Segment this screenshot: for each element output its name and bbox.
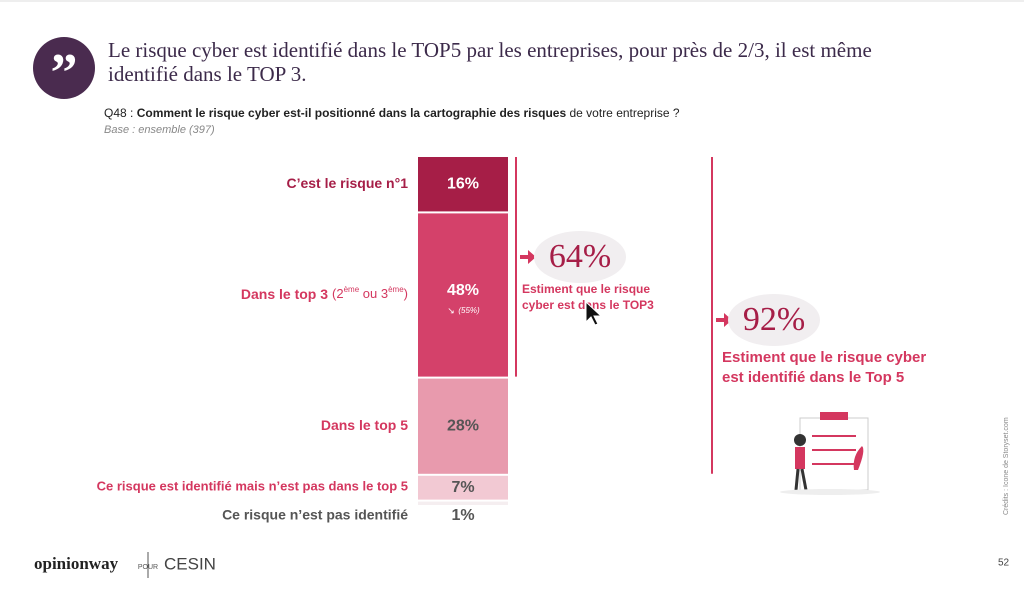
bar-segment xyxy=(418,378,508,474)
bracket-arrow xyxy=(716,313,732,327)
bracket-arrow xyxy=(520,250,536,264)
category-name: Dans le top 5 xyxy=(321,417,408,433)
annotation-value: 64% xyxy=(549,238,611,275)
category-name: C’est le risque n°1 xyxy=(286,175,408,191)
annotation-text: Estiment que le risque xyxy=(522,282,650,296)
highlight-blob xyxy=(534,231,626,283)
chart: 16% C’est le risque n°1 48% ↘ (55%) Dans le t… xyxy=(97,157,926,524)
value-label: 16% xyxy=(447,175,479,192)
category-label: Ce risque n’est pas identifié xyxy=(222,506,408,522)
clip xyxy=(820,412,848,420)
illustration xyxy=(780,412,880,495)
title-line: identifié dans le TOP 3. xyxy=(108,62,307,86)
category-name: Dans le top 3 xyxy=(241,286,328,302)
value-label: 48% xyxy=(447,282,479,299)
category-note: ème xyxy=(388,285,404,294)
title-line: Le risque cyber est identifié dans le TO… xyxy=(108,38,872,62)
category-note: ème xyxy=(344,285,360,294)
question-rest: de votre entreprise ? xyxy=(570,106,680,120)
quote-icon xyxy=(33,37,95,99)
category-label: Ce risque est identifié mais n’est pas d… xyxy=(97,479,408,494)
bar-segment xyxy=(418,501,508,505)
trend-label: (55%) xyxy=(458,306,480,315)
person-leg xyxy=(800,468,808,491)
person-head xyxy=(794,434,806,446)
category-note: ou 3 xyxy=(359,286,388,301)
bar-segment xyxy=(418,157,508,212)
question-bold: Comment le risque cyber est-il positionn… xyxy=(137,106,567,120)
plant xyxy=(853,446,864,470)
quote-mark: ” xyxy=(51,42,78,102)
credits: Crédits : Icone de Storyset.com xyxy=(1003,417,1010,515)
category-label: C’est le risque n°1 xyxy=(286,175,408,191)
pour: POUR xyxy=(138,564,158,571)
cursor xyxy=(585,300,603,326)
person-leg xyxy=(794,468,800,491)
value-label: 7% xyxy=(451,479,474,496)
question: Q48 : Comment le risque cyber est-il pos… xyxy=(104,106,680,120)
category-label: Dans le top 3 (2ème ou 3ème) xyxy=(241,285,408,302)
value-label: 28% xyxy=(447,417,479,434)
highlight-blob xyxy=(728,294,820,346)
base: Base : ensemble (397) xyxy=(104,124,215,136)
category-note: ) xyxy=(404,286,408,301)
category-label: Dans le top 5 xyxy=(321,417,408,433)
bar-segment xyxy=(418,213,508,377)
annotation-text: Estiment que le risque cyber xyxy=(722,349,926,366)
category-note: (2 xyxy=(332,286,344,301)
trend-arrow: ↘ xyxy=(447,305,455,315)
shadow xyxy=(780,489,880,495)
category-name: Ce risque n’est pas identifié xyxy=(222,506,408,522)
question-code: Q48 : xyxy=(104,106,133,120)
page-number: 52 xyxy=(998,558,1010,569)
brand: opinionway xyxy=(34,554,119,573)
bar-segment xyxy=(418,475,508,500)
client: CESIN xyxy=(164,554,216,573)
annotation-value: 92% xyxy=(743,301,805,338)
value-label: 1% xyxy=(451,507,474,524)
person-body xyxy=(795,447,805,469)
annotation-text: est identifié dans le Top 5 xyxy=(722,369,904,386)
category-name: Ce risque est identifié mais n’est pas d… xyxy=(97,479,408,494)
